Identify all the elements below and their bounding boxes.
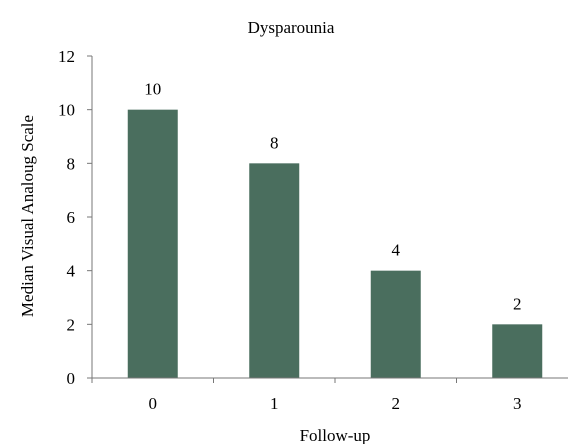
y-tick-label: 2 bbox=[67, 315, 76, 334]
bar bbox=[127, 109, 178, 379]
x-axis-label: Follow-up bbox=[300, 426, 371, 444]
bar bbox=[492, 324, 543, 378]
data-labels: 10 8 4 2 bbox=[144, 80, 521, 314]
y-tick-label: 4 bbox=[67, 262, 76, 281]
y-tick-label: 12 bbox=[58, 47, 75, 66]
bar bbox=[249, 163, 300, 378]
y-tick-label: 10 bbox=[58, 101, 75, 120]
y-axis-label: Median Visual Analoug Scale bbox=[18, 115, 37, 317]
bars bbox=[127, 109, 543, 379]
data-label: 2 bbox=[513, 294, 522, 313]
bar bbox=[370, 270, 421, 378]
x-tick-label: 0 bbox=[149, 394, 158, 413]
data-label: 4 bbox=[392, 241, 401, 260]
x-tick-label: 1 bbox=[270, 394, 279, 413]
y-tick-label: 8 bbox=[67, 154, 76, 173]
data-label: 8 bbox=[270, 133, 279, 152]
y-tick-label: 0 bbox=[67, 369, 76, 388]
y-tick-label: 6 bbox=[67, 208, 76, 227]
x-axis: 0 1 2 3 bbox=[91, 378, 522, 413]
chart-title: Dysparounia bbox=[248, 18, 335, 37]
x-tick-label: 3 bbox=[513, 394, 522, 413]
data-label: 10 bbox=[144, 80, 161, 99]
y-axis: 0 2 4 6 8 10 12 bbox=[58, 47, 92, 388]
x-tick-label: 2 bbox=[392, 394, 401, 413]
